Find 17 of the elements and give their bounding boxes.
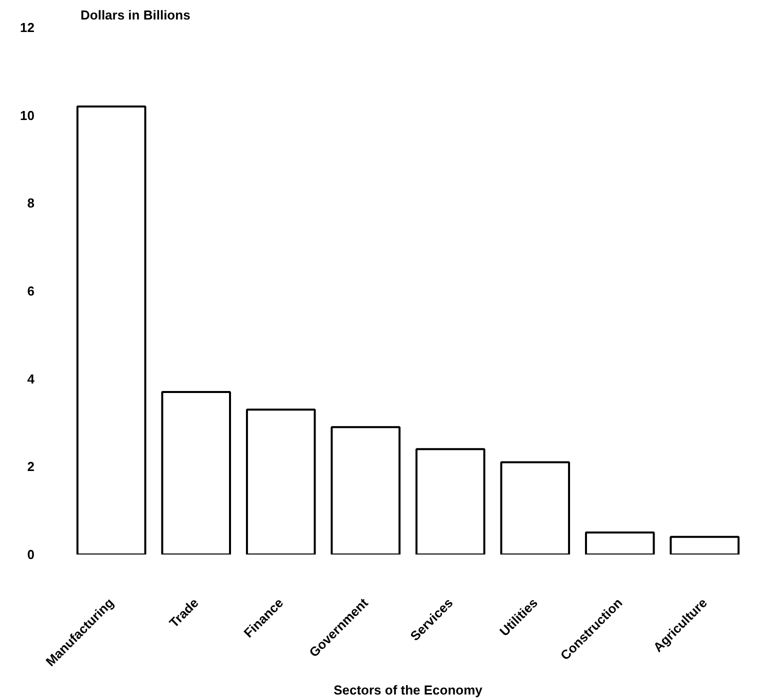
y-axis-title: Dollars in Billions: [80, 8, 190, 22]
x-axis-title: Sectors of the Economy: [334, 682, 484, 698]
bar: [500, 461, 570, 554]
bar: [584, 532, 655, 554]
bar: [76, 106, 146, 554]
y-tick-label: 0: [27, 547, 35, 562]
bar: [161, 391, 232, 554]
y-tick-label: 12: [20, 20, 35, 35]
y-tick-label: 4: [27, 371, 36, 386]
y-tick-label: 8: [27, 196, 35, 211]
bar: [246, 408, 316, 554]
y-tick-label: 6: [27, 284, 35, 298]
y-tick-label: 2: [27, 459, 35, 474]
bar: [330, 426, 401, 554]
y-tick-label: 10: [20, 108, 35, 123]
bar: [415, 448, 486, 554]
bar: [670, 536, 740, 554]
